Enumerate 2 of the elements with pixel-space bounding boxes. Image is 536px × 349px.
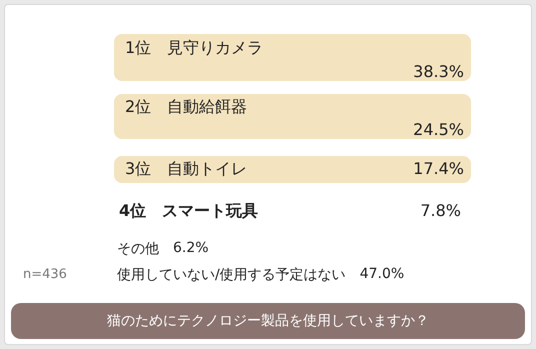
title: 猫のためにテクノロジー製品を使用していますか？ <box>11 303 525 339</box>
annotation: n=436 <box>23 267 67 282</box>
